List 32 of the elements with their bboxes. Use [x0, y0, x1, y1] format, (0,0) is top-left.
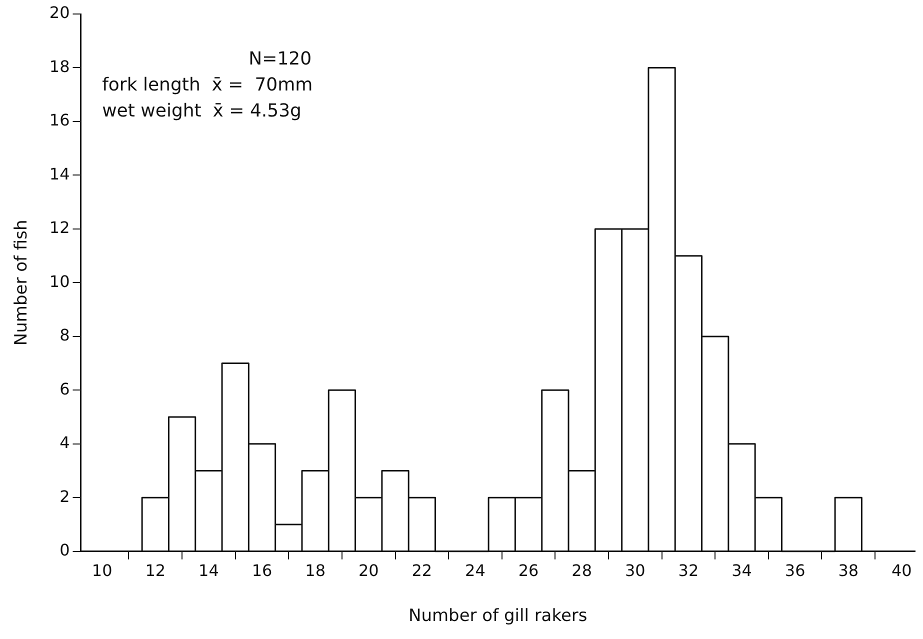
y-tick-label: 18 — [49, 56, 70, 76]
x-tick-label: 10 — [92, 561, 112, 580]
y-tick-label: 16 — [49, 110, 70, 130]
y-tick-label: 2 — [60, 486, 70, 506]
x-tick-label: 22 — [412, 561, 432, 580]
y-tick-label: 14 — [49, 164, 70, 184]
x-tick-label: 34 — [732, 561, 752, 580]
y-tick-label: 6 — [60, 379, 70, 398]
x-tick-label: 18 — [305, 561, 326, 580]
x-tick-label: 28 — [572, 561, 592, 580]
x-tick-label: 14 — [198, 561, 219, 580]
x-tick-label: 26 — [518, 561, 539, 580]
y-tick-label: 0 — [60, 540, 70, 560]
x-tick-label: 16 — [252, 561, 272, 580]
x-tick-label: 12 — [145, 561, 166, 580]
x-axis-title: Number of gill rakers — [408, 606, 588, 626]
annotation: wet weight x̄ = 4.53g — [102, 100, 302, 122]
y-tick-label: 10 — [49, 272, 70, 291]
y-tick-label: 12 — [49, 218, 70, 238]
y-tick-label: 8 — [60, 326, 70, 345]
y-tick-label: 4 — [60, 433, 70, 452]
annotation: N=120 — [248, 48, 312, 70]
y-axis-title: Number of fish — [12, 220, 32, 346]
y-tick-label: 20 — [49, 3, 70, 22]
x-tick-label: 20 — [358, 561, 379, 580]
x-tick-label: 30 — [624, 561, 646, 580]
x-tick-label: 40 — [891, 561, 912, 580]
x-tick-label: 38 — [838, 561, 859, 580]
x-tick-label: 24 — [465, 561, 486, 580]
annotation: fork length x̄ = 70mm — [102, 74, 313, 96]
x-tick-label: 32 — [678, 561, 699, 580]
x-tick-label: 36 — [784, 561, 806, 580]
